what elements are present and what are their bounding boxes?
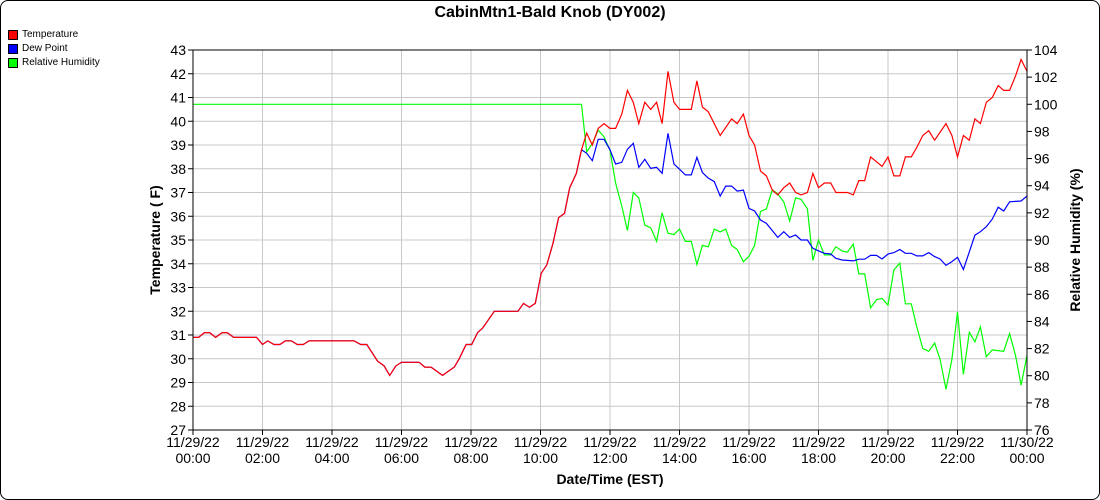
x-tick-label-date: 11/29/22 [931,434,985,450]
x-tick-label-date: 11/29/22 [722,434,776,450]
x-tick-label-time: 00:00 [1009,450,1044,466]
legend-label: Temperature [22,29,79,40]
x-tick-label-time: 22:00 [940,450,975,466]
y2-tick-label: 78 [1034,395,1050,411]
legend-item-temperature: Temperature [8,28,100,42]
y2-tick-label: 88 [1034,259,1050,275]
x-tick-label-date: 11/29/22 [583,434,637,450]
y-tick-label: 28 [170,398,186,414]
y-tick-label: 39 [170,137,186,153]
series-line-temperature [193,57,1028,377]
y-tick-label: 33 [170,280,186,296]
y2-tick-label: 94 [1034,178,1050,194]
y2-tick-label: 104 [1034,42,1058,58]
y-tick-label: 37 [170,185,186,201]
x-tick-label-date: 11/29/22 [444,434,498,450]
legend-swatch-temperature [8,30,18,40]
y-tick-label: 41 [170,90,186,106]
x-tick-label-time: 06:00 [384,450,419,466]
x-tick-label-date: 11/29/22 [861,434,915,450]
y-tick-label: 31 [170,327,186,343]
x-tick-label-date: 11/29/22 [514,434,568,450]
y-tick-label: 27 [170,422,186,438]
legend-swatch-dew-point [8,44,18,54]
y-tick-label: 32 [170,303,186,319]
x-tick-label-time: 20:00 [870,450,905,466]
legend-item-dew-point: Dew Point [8,42,100,56]
y2-tick-label: 96 [1034,151,1050,167]
legend-label: Relative Humidity [22,57,100,68]
x-tick-label-date: 11/29/22 [375,434,429,450]
x-tick-label-date: 11/29/22 [236,434,290,450]
series-line-relative-humidity [193,103,1028,390]
y-tick-label: 43 [170,42,186,58]
y-tick-label: 34 [170,256,186,272]
legend-label: Dew Point [22,43,68,54]
y2-tick-label: 86 [1034,286,1050,302]
y-tick-label: 30 [170,351,186,367]
y-tick-label: 35 [170,232,186,248]
y-tick-label: 42 [170,66,186,82]
chart-title: CabinMtn1-Bald Knob (DY002) [434,4,666,21]
y2-tick-label: 76 [1034,422,1050,438]
y-tick-label: 40 [170,113,186,129]
legend-swatch-relative-humidity [8,58,18,68]
y-tick-label: 36 [170,208,186,224]
y2-tick-label: 80 [1034,368,1050,384]
x-tick-label-time: 16:00 [731,450,766,466]
x-tick-label-time: 12:00 [592,450,627,466]
x-tick-label-date: 11/29/22 [166,434,220,450]
x-tick-label-time: 18:00 [801,450,836,466]
y2-tick-label: 100 [1034,96,1058,112]
x-axis-title: Date/Time (EST) [556,471,663,487]
y-tick-label: 29 [170,375,186,391]
y2-tick-label: 84 [1034,313,1050,329]
y2-axis-title: Relative Humidity (%) [1067,168,1083,311]
x-tick-label-date: 11/30/22 [1000,434,1054,450]
x-tick-label-date: 11/29/22 [305,434,359,450]
x-tick-label-time: 14:00 [662,450,697,466]
legend-item-relative-humidity: Relative Humidity [8,56,100,70]
x-tick-label-time: 10:00 [523,450,558,466]
y2-tick-label: 90 [1034,232,1050,248]
y-axis-title: Temperature ( F) [147,185,163,294]
y2-tick-label: 98 [1034,123,1050,139]
legend: Temperature Dew Point Relative Humidity [8,28,100,70]
x-tick-label-date: 11/29/22 [792,434,846,450]
x-tick-label-time: 02:00 [245,450,280,466]
y2-tick-label: 82 [1034,341,1050,357]
x-tick-label-time: 00:00 [175,450,210,466]
y-tick-label: 38 [170,161,186,177]
x-tick-label-time: 08:00 [453,450,488,466]
x-tick-label-time: 04:00 [314,450,349,466]
y2-tick-label: 102 [1034,69,1058,85]
y2-tick-label: 92 [1034,205,1050,221]
x-tick-label-date: 11/29/22 [653,434,707,450]
